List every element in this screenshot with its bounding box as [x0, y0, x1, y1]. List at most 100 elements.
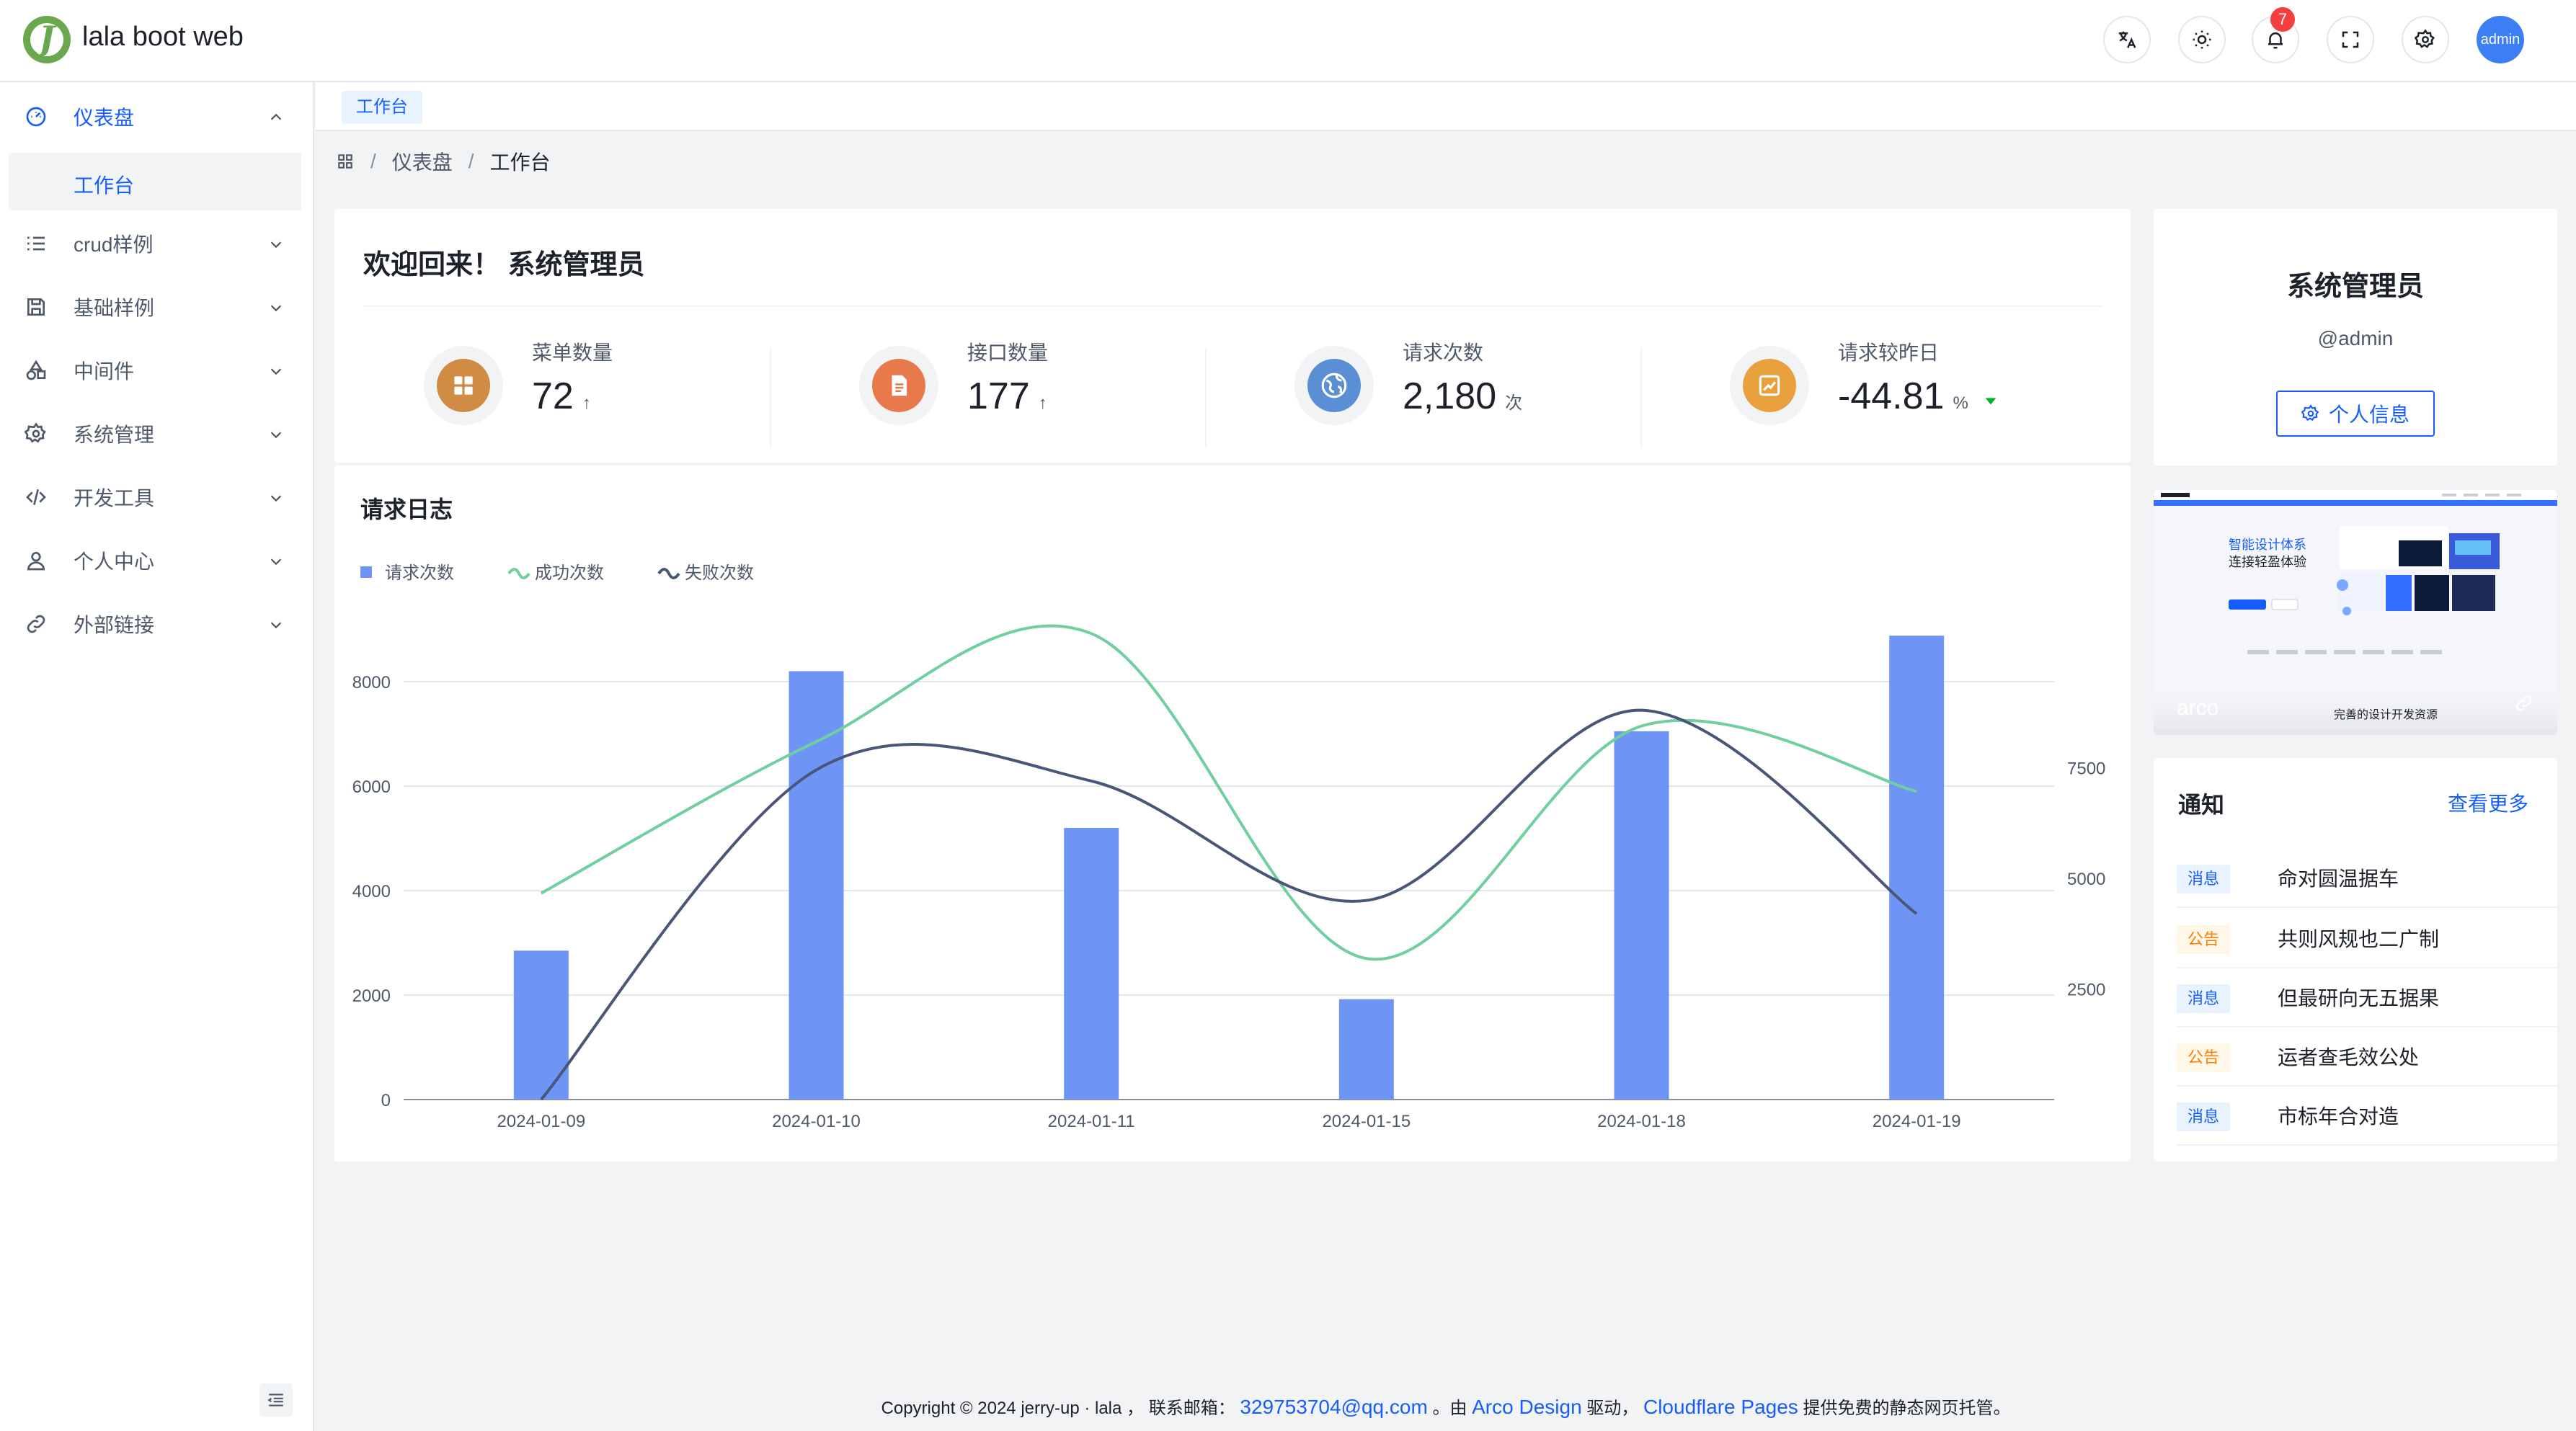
footer: Copyright © 2024 jerry-up · lala ， 联系邮箱：… [881, 1396, 2011, 1418]
tab-workbench[interactable]: 工作台 [342, 91, 422, 124]
notice-item[interactable]: 消息 命对圆温据车 [2177, 849, 2557, 908]
x-tick-label: 2024-01-11 [1048, 1112, 1135, 1131]
chart-title: 请求日志 [360, 496, 453, 522]
y-left-tick-label: 4000 [352, 882, 391, 901]
breadcrumb-separator: / [468, 150, 474, 172]
sidebar-item-basic[interactable]: 基础样例 [9, 278, 301, 336]
sidebar-item-system[interactable]: 系统管理 [9, 405, 301, 463]
notice-tag: 公告 [2177, 1043, 2230, 1072]
sidebar-subitem-workbench[interactable]: 工作台 [9, 153, 301, 210]
menu-fold-icon [267, 1394, 283, 1407]
avatar[interactable]: admin [2477, 16, 2524, 63]
bar [1889, 636, 1945, 1100]
stat-unit: 次 [1505, 393, 1523, 413]
sidebar-item-dashboard[interactable]: 仪表盘 [9, 88, 301, 146]
x-tick-label: 2024-01-10 [772, 1112, 861, 1131]
y-left-tick-label: 0 [381, 1091, 391, 1110]
bar [513, 950, 569, 1100]
chevron-down-icon [270, 305, 282, 312]
gear-icon [2415, 29, 2435, 48]
stat-value: 177 [967, 375, 1030, 417]
sidebar-item-middleware[interactable]: 中间件 [9, 342, 301, 399]
footer-email-link[interactable]: 329753704@qq.com [1240, 1396, 1428, 1418]
divider [363, 306, 2103, 307]
welcome-title: 欢迎回来！ 系统管理员 [363, 250, 645, 280]
divider [770, 347, 771, 448]
stat-request-count: 请求次数 2,180 次 [1205, 331, 1640, 448]
banner-headline: 智能设计体系 [2229, 538, 2306, 552]
profile-card: 系统管理员 @admin 个人信息 [2154, 209, 2557, 465]
footer-cloudflare-link[interactable]: Cloudflare Pages [1643, 1396, 1798, 1418]
breadcrumb: / 仪表盘 / 工作台 [336, 147, 551, 176]
arco-banner[interactable]: 智能设计体系 连接轻盈体验 arco 完善的设计开发资源 [2154, 490, 2557, 735]
legend-marker [360, 566, 372, 578]
sidebar-item-links[interactable]: 外部链接 [9, 595, 301, 653]
theme-button[interactable] [2178, 16, 2226, 63]
divider [1205, 347, 1207, 448]
divider [1640, 347, 1642, 448]
link-icon [27, 615, 45, 633]
sidebar-item-crud[interactable]: crud样例 [9, 215, 301, 272]
notice-text: 市标年合对造 [2278, 1105, 2399, 1128]
legend-label: 请求次数 [385, 563, 454, 583]
code-icon [26, 489, 46, 505]
fullscreen-button[interactable] [2327, 16, 2374, 63]
welcome-card: 欢迎回来！ 系统管理员 菜单数量 72 ↑ 接口数量 177 ↑ 请求次数 2,18… [334, 209, 2131, 463]
notice-item[interactable]: 公告 共则风规也二广制 [2177, 909, 2557, 968]
gear-icon [2301, 404, 2319, 422]
stat-value: -44.81 [1838, 375, 1945, 417]
sidebar-collapse-button[interactable] [259, 1383, 293, 1417]
stat-menu-count: 菜单数量 72 ↑ [334, 331, 770, 440]
notification-badge: 7 [2269, 6, 2296, 33]
link-icon [2516, 695, 2532, 711]
bar [789, 671, 844, 1100]
stat-unit: ↑ [1038, 393, 1047, 413]
notice-item[interactable]: 消息 市标年合对造 [2177, 1087, 2557, 1146]
x-tick-label: 2024-01-19 [1873, 1112, 1961, 1131]
notice-more-link[interactable]: 查看更多 [2447, 793, 2528, 815]
user-icon [27, 552, 45, 571]
sidebar-item-devtools[interactable]: 开发工具 [9, 468, 301, 526]
grid-icon [437, 359, 490, 412]
notice-text: 命对圆温据车 [2278, 868, 2399, 890]
notice-tag: 消息 [2177, 865, 2230, 893]
notice-item[interactable]: 公告 运者查毛效公处 [2177, 1027, 2557, 1087]
y-right-tick-label: 5000 [2067, 870, 2105, 889]
tab-bar: 工作台 [316, 82, 2576, 131]
sidebar-item-profile[interactable]: 个人中心 [9, 532, 301, 589]
settings-button[interactable] [2402, 16, 2449, 63]
footer-arco-link[interactable]: Arco Design [1472, 1396, 1582, 1418]
shapes-icon [26, 360, 46, 380]
chevron-down-icon [270, 432, 282, 439]
document-icon [872, 359, 925, 412]
gear-icon [25, 422, 46, 443]
chevron-down-icon [270, 622, 282, 629]
language-button[interactable] [2103, 16, 2151, 63]
legend-label: 成功次数 [535, 563, 604, 583]
notice-card: 通知 查看更多 消息 命对圆温据车 公告 共则风规也二广制 消息 但最研向无五据… [2154, 758, 2557, 1162]
app-title: lala boot web [82, 22, 244, 52]
x-tick-label: 2024-01-09 [497, 1112, 585, 1131]
banner-caption: 完善的设计开发资源 [2334, 709, 2438, 721]
breadcrumb-current: 工作台 [489, 151, 551, 174]
bar [1614, 731, 1669, 1100]
notice-tag: 公告 [2177, 925, 2230, 954]
stat-value: 72 [532, 375, 574, 417]
notice-item[interactable]: 消息 但最研向无五据果 [2177, 968, 2557, 1027]
y-left-tick-label: 6000 [352, 777, 391, 797]
banner-brand: arco [2177, 696, 2219, 720]
banner-subline: 连接轻盈体验 [2229, 555, 2306, 569]
save-icon [27, 298, 45, 316]
legend-label: 失败次数 [685, 563, 754, 583]
sidebar: 仪表盘 工作台 crud样例 基础样例 中间件 系统管理 开发工具 个人中心 外… [0, 82, 314, 1431]
banner-image [2154, 490, 2557, 735]
notice-tag: 消息 [2177, 984, 2230, 1013]
bell-icon [2268, 32, 2283, 49]
notice-tag: 消息 [2177, 1102, 2230, 1131]
breadcrumb-item[interactable]: 仪表盘 [391, 151, 453, 174]
y-right-tick-label: 7500 [2067, 759, 2105, 779]
list-icon [27, 236, 45, 251]
profile-name: 系统管理员 [2286, 272, 2424, 302]
legend-marker [507, 568, 530, 579]
profile-info-button[interactable]: 个人信息 [2276, 391, 2435, 437]
